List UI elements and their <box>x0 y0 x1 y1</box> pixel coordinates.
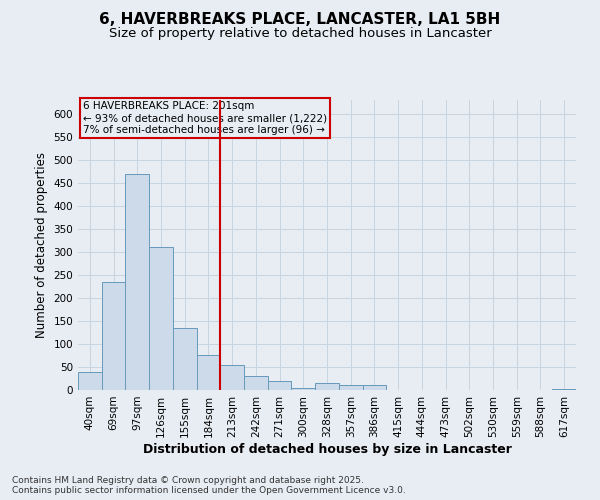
Text: 6 HAVERBREAKS PLACE: 201sqm
← 93% of detached houses are smaller (1,222)
7% of s: 6 HAVERBREAKS PLACE: 201sqm ← 93% of det… <box>83 102 327 134</box>
Bar <box>292 388 315 390</box>
Bar <box>102 282 125 390</box>
Bar <box>315 383 339 390</box>
Bar <box>552 388 576 390</box>
Bar <box>362 386 386 390</box>
Bar <box>339 386 362 390</box>
X-axis label: Distribution of detached houses by size in Lancaster: Distribution of detached houses by size … <box>143 442 511 456</box>
Y-axis label: Number of detached properties: Number of detached properties <box>35 152 48 338</box>
Bar <box>244 376 268 390</box>
Bar <box>220 364 244 390</box>
Bar <box>173 328 197 390</box>
Bar <box>78 372 102 390</box>
Bar <box>149 248 173 390</box>
Bar <box>125 174 149 390</box>
Text: Contains HM Land Registry data © Crown copyright and database right 2025.
Contai: Contains HM Land Registry data © Crown c… <box>12 476 406 495</box>
Text: 6, HAVERBREAKS PLACE, LANCASTER, LA1 5BH: 6, HAVERBREAKS PLACE, LANCASTER, LA1 5BH <box>100 12 500 28</box>
Text: Size of property relative to detached houses in Lancaster: Size of property relative to detached ho… <box>109 28 491 40</box>
Bar <box>268 381 292 390</box>
Bar <box>197 356 220 390</box>
